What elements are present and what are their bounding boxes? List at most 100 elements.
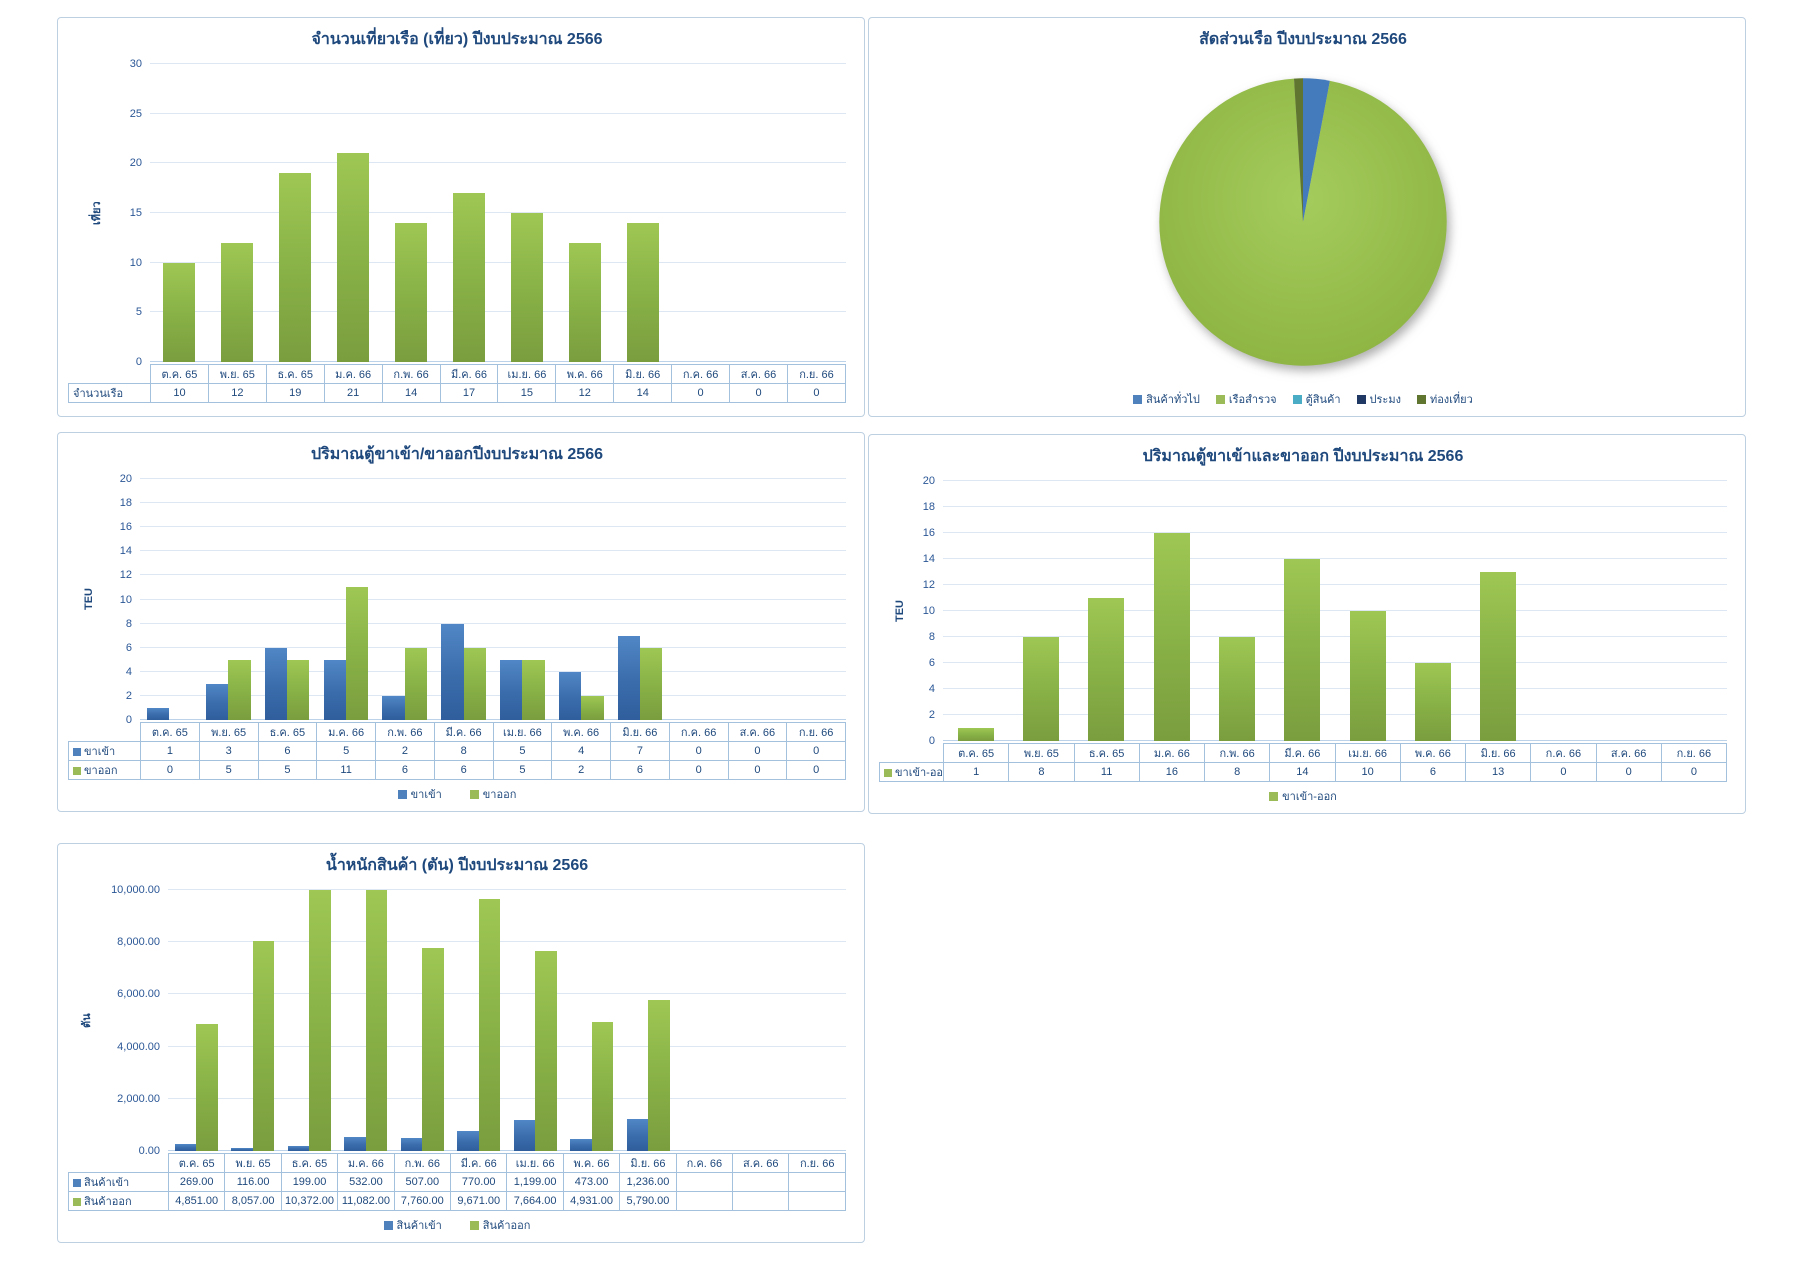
panel-vessel-share-pie: สัดส่วนเรือ ปีงบประมาณ 2566 สินค้าทั่วไป… xyxy=(868,17,1746,417)
month-header-cell: ต.ค. 65 xyxy=(140,722,200,742)
month-header-cell: ก.พ. 66 xyxy=(1203,743,1271,763)
category-slot xyxy=(614,64,672,362)
legend-label: ขาเข้า-ออก xyxy=(1282,791,1337,803)
category-slot xyxy=(1596,481,1661,741)
month-header-cell: มิ.ย. 66 xyxy=(619,1153,677,1173)
value-cell: 5 xyxy=(198,760,259,780)
bar-group xyxy=(1023,481,1059,741)
value-cell: 19 xyxy=(265,383,325,403)
y-tick-label: 4,000.00 xyxy=(117,1040,160,1053)
month-header-cell: มี.ค. 66 xyxy=(1269,743,1336,763)
gridline xyxy=(140,478,846,479)
bar-group xyxy=(1219,481,1255,741)
bar-group xyxy=(344,890,388,1151)
month-header-cell: มิ.ย. 66 xyxy=(613,364,673,384)
category-slot xyxy=(208,64,266,362)
data-table: ต.ค. 65 พ.ย. 65 ธ.ค. 65 ม.ค. 66 ก.พ. 66 มี.ค.… xyxy=(68,722,846,780)
month-header-cell: พ.ค. 66 xyxy=(562,1153,621,1173)
gridline xyxy=(168,993,846,995)
bar-group xyxy=(264,479,310,720)
series-swatch-icon xyxy=(73,748,81,757)
legend-swatch-icon xyxy=(469,789,479,799)
series-swatch-icon xyxy=(73,1198,81,1207)
value-cell: 0 xyxy=(786,741,846,761)
month-header-cell: พ.ย. 65 xyxy=(224,1153,282,1173)
month-header-cell: ก.พ. 66 xyxy=(375,722,435,742)
legend-swatch-icon xyxy=(1269,791,1279,801)
value-cell: 5 xyxy=(492,760,553,780)
bar-สินค้าเข้า xyxy=(174,1143,197,1151)
bar-ขาเข้า xyxy=(205,683,229,720)
bar-ขาเข้า xyxy=(500,659,523,720)
month-header-cell: ธ.ค. 65 xyxy=(257,722,318,742)
bar-group xyxy=(1611,481,1647,741)
y-tick-label: 15 xyxy=(129,207,142,219)
value-cell: 0 xyxy=(786,383,847,403)
chart-legend: ขาเข้า ขาออก xyxy=(68,780,846,805)
bar-ขาเข้า xyxy=(441,623,464,720)
y-tick-label: 0.00 xyxy=(138,1145,160,1157)
y-tick-label: 2 xyxy=(928,709,935,721)
chart-body: สินค้าทั่วไป เรือสำรวจ ตู้สินค้า ประมง ท่องเ… xyxy=(879,54,1727,410)
series-row-header: จำนวนเรือ xyxy=(68,383,151,403)
month-header-cell: ต.ค. 65 xyxy=(942,743,1010,763)
series-name: ขาออก xyxy=(84,765,118,777)
category-slot xyxy=(1204,481,1269,741)
bar-group xyxy=(287,890,331,1151)
month-header-cell: ธ.ค. 65 xyxy=(265,364,325,384)
plot-area: 0 2 4 6 8 10 12 14 16 18 20 TEU xyxy=(894,475,1727,747)
gridline xyxy=(140,598,846,600)
y-tick-label: 0 xyxy=(135,356,142,368)
pie-chart xyxy=(1159,77,1447,366)
value-cell: 4,851.00 xyxy=(167,1191,226,1211)
y-tick-label: 0 xyxy=(125,714,132,726)
bar-group xyxy=(382,479,428,720)
gridline xyxy=(168,1045,846,1047)
table-series-row: สินค้าออก 4,851.00 8,057.00 10,372.00 11,082… xyxy=(68,1191,846,1211)
bar-ขาเข้า-ออก xyxy=(1219,637,1255,741)
month-header-cell: ม.ค. 66 xyxy=(337,1153,395,1173)
plot-area: 0.00 2,000.00 4,000.00 6,000.00 8,000.00 10,0… xyxy=(81,884,846,1157)
bar-จำนวนเรือ xyxy=(510,213,544,362)
table-series-row: ขาเข้า 1 3 6 5 2 8 5 4 7 0 0 0 xyxy=(68,741,846,761)
gridline xyxy=(943,584,1727,585)
bar-group xyxy=(323,479,369,720)
bar-สินค้าออก xyxy=(422,948,444,1151)
category-slot xyxy=(451,890,508,1151)
gridline xyxy=(140,694,846,696)
value-cell: 5 xyxy=(257,760,318,780)
legend-swatch-icon xyxy=(1133,394,1143,404)
value-cell: 1 xyxy=(140,741,200,761)
bar-group xyxy=(1088,481,1125,741)
bar-group xyxy=(558,479,604,720)
month-header-cell: ส.ค. 66 xyxy=(729,364,788,384)
bar-สินค้าออก xyxy=(252,940,275,1151)
month-header-cell: ต.ค. 65 xyxy=(150,364,209,384)
month-header-cell: ก.ค. 66 xyxy=(675,1153,734,1173)
value-cell: 6 xyxy=(433,760,494,780)
y-tick-label: 6 xyxy=(125,641,132,654)
gridline xyxy=(140,670,846,672)
value-cell: 2 xyxy=(551,760,611,780)
bar-group xyxy=(1349,481,1386,741)
bar-สินค้าออก xyxy=(365,890,388,1151)
series-name: ขาเข้า xyxy=(84,746,116,758)
series-swatch-icon xyxy=(73,1179,81,1188)
value-cell: 269.00 xyxy=(167,1172,226,1192)
value-cell: 3 xyxy=(198,741,259,761)
category-slot xyxy=(493,479,552,720)
chart-legend xyxy=(68,403,846,410)
series-row-header: ขาออก xyxy=(68,760,141,780)
value-cell: 11 xyxy=(1073,762,1140,782)
chart-title: น้ำหนักสินค้า (ตัน) ปีงบประมาณ 2566 xyxy=(325,857,589,874)
month-header-cell: มิ.ย. 66 xyxy=(1464,743,1532,763)
y-tick-label: 30 xyxy=(129,58,142,70)
category-slot xyxy=(730,64,788,362)
category-slot xyxy=(1139,481,1204,741)
bar-ขาออก xyxy=(522,659,545,720)
bar-group xyxy=(231,890,275,1151)
month-header-cell: ต.ค. 65 xyxy=(167,1153,226,1173)
legend-label: ท่องเที่ยว xyxy=(1429,394,1473,406)
bar-group xyxy=(457,890,501,1151)
month-header-cell: ก.ค. 66 xyxy=(668,722,729,742)
